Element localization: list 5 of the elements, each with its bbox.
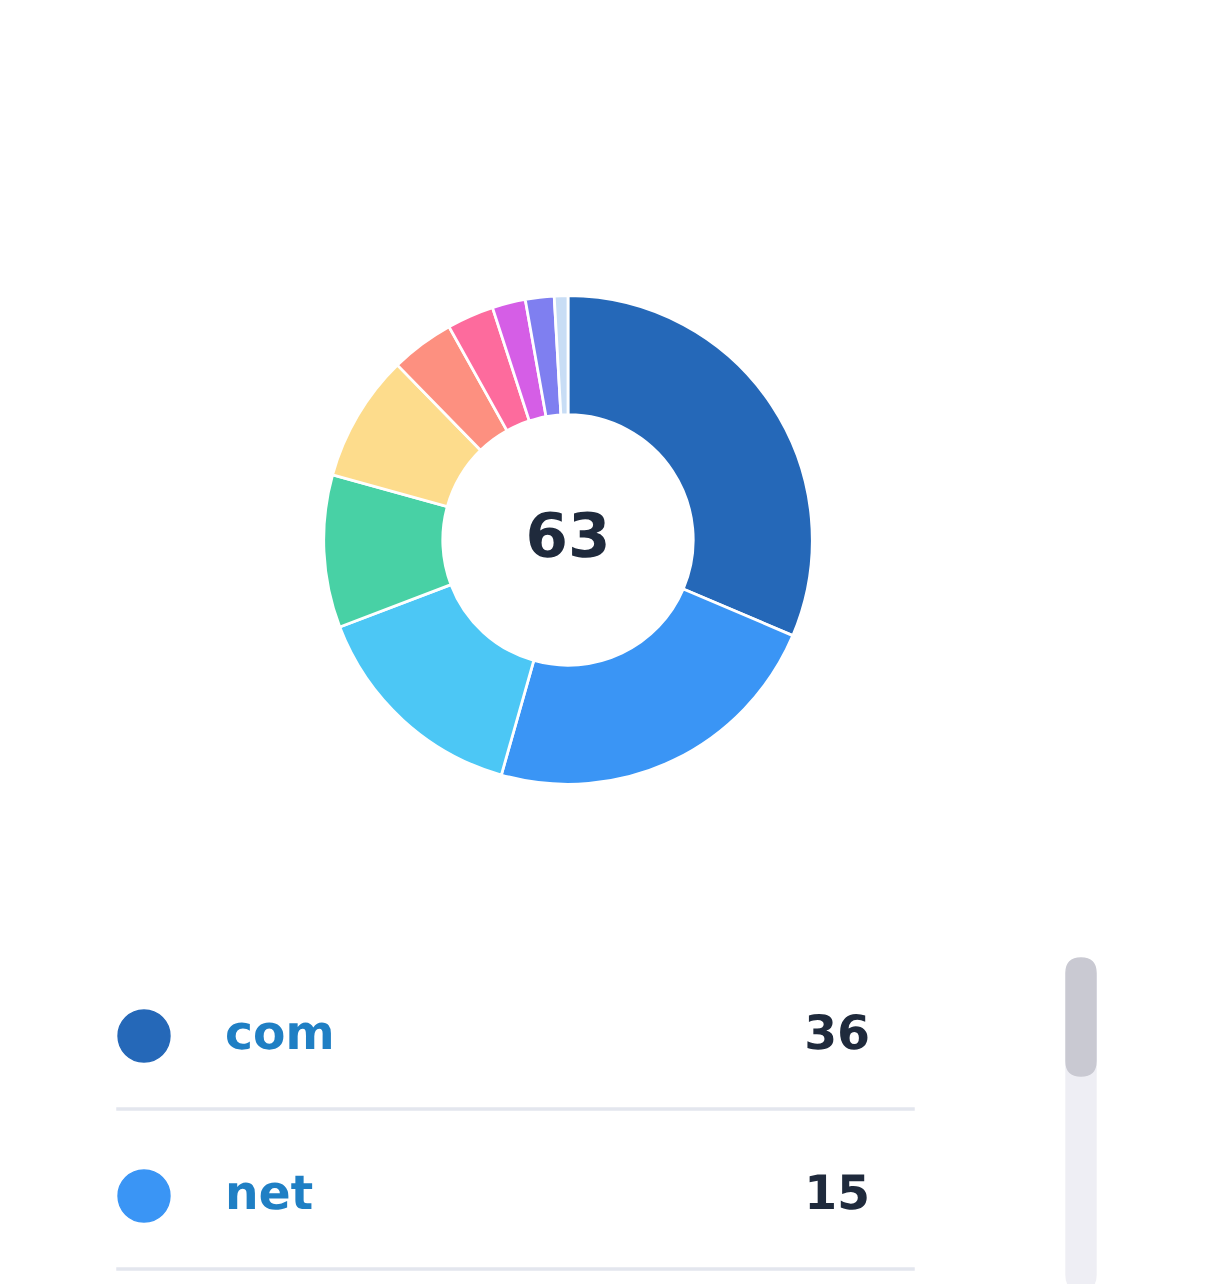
text: 15 (809, 1174, 867, 1210)
text: 63 (529, 511, 606, 558)
text: 36 (807, 1013, 868, 1050)
legend-label: com (227, 1022, 331, 1050)
legend-label: net (228, 1175, 313, 1210)
